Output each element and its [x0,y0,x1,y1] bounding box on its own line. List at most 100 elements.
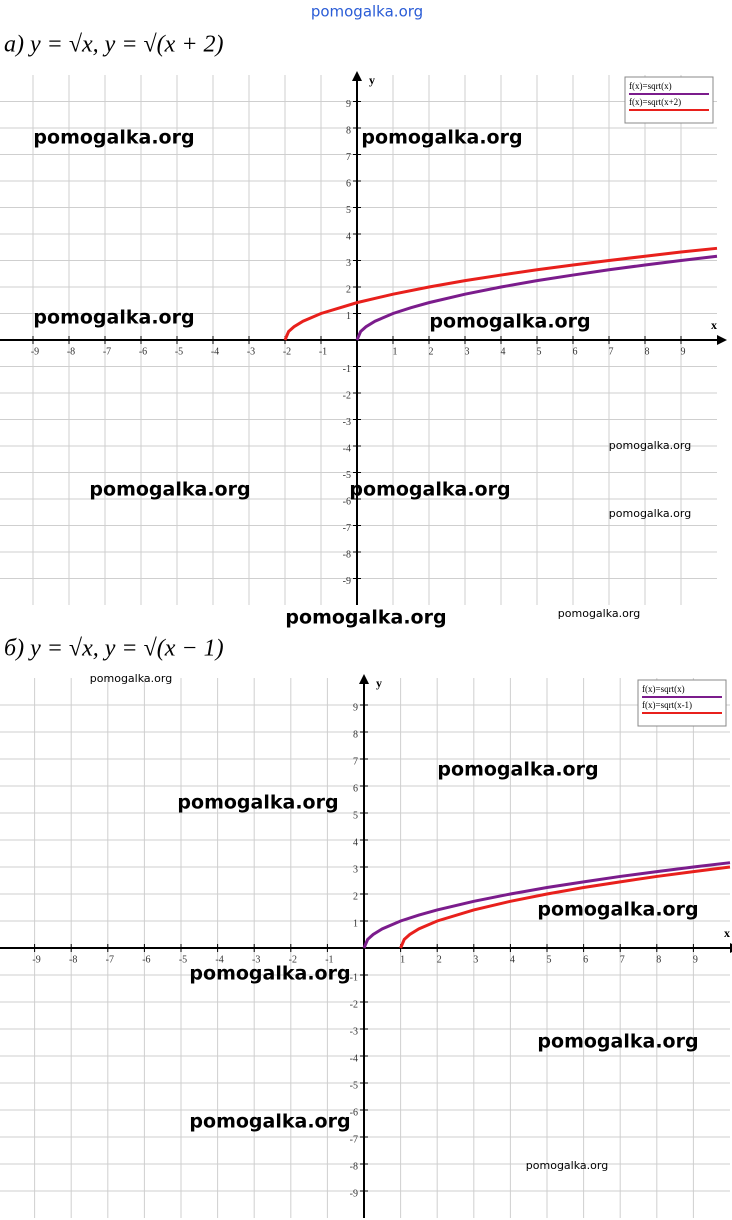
x-tick-label: -6 [142,954,150,965]
y-tick-label: 1 [346,311,351,322]
y-tick-label: 8 [346,125,351,136]
y-tick-label: -9 [350,1188,358,1199]
legend-box [637,679,727,727]
x-tick-label: -3 [247,346,255,357]
x-tick-label: 2 [437,954,442,965]
x-axis-arrow [717,335,727,345]
legend-box [624,76,714,124]
series-line [399,865,731,949]
chart-title: а) y = √x, y = √(x + 2) [4,32,224,58]
watermark: pomogalka.org [189,1111,350,1133]
x-tick-label: 8 [645,346,650,357]
watermark: pomogalka.org [33,127,194,149]
y-tick-label: 4 [346,231,351,242]
x-tick-label: 4 [510,954,515,965]
y-tick-label: -6 [343,496,351,507]
y-tick-label: 3 [346,258,351,269]
y-axis-arrow [352,71,362,81]
x-tick-label: 9 [693,954,698,965]
x-tick-label: -7 [106,954,114,965]
x-tick-label: -5 [175,346,183,357]
y-tick-label: 1 [353,918,358,929]
x-tick-label: 3 [473,954,478,965]
legend-label: f(x)=sqrt(x-1) [642,700,692,710]
x-tick-label: 5 [537,346,542,357]
y-tick-label: 9 [346,99,351,110]
x-tick-label: -2 [289,954,297,965]
y-tick-label: 5 [353,810,358,821]
watermark: pomogalka.org [437,759,598,781]
chart-title: б) y = √x, y = √(x − 1) [4,636,224,662]
watermark: pomogalka.org [285,607,446,629]
x-tick-label: 7 [609,346,614,357]
watermark: pomogalka.org [558,607,640,620]
y-tick-label: -3 [343,417,351,428]
y-tick-label: 4 [353,837,358,848]
x-tick-label: 7 [620,954,625,965]
watermark: pomogalka.org [349,479,510,501]
x-tick-label: -1 [319,346,327,357]
y-tick-label: 2 [353,891,358,902]
y-tick-label: 3 [353,864,358,875]
watermark: pomogalka.org [609,439,691,452]
legend-label: f(x)=sqrt(x+2) [629,97,681,107]
y-tick-label: 5 [346,205,351,216]
legend-label: f(x)=sqrt(x) [629,81,672,91]
y-tick-label: -3 [350,1026,358,1037]
x-tick-label: 1 [400,954,405,965]
y-tick-label: 2 [346,284,351,295]
x-tick-label: -2 [283,346,291,357]
x-tick-label: -1 [325,954,333,965]
watermark: pomogalka.org [89,479,250,501]
y-tick-label: 7 [346,152,351,163]
y-tick-label: 8 [353,729,358,740]
y-tick-label: -5 [350,1080,358,1091]
watermark: pomogalka.org [33,307,194,329]
watermark: pomogalka.org [90,672,172,685]
watermark: pomogalka.org [537,1031,698,1053]
x-tick-label: -4 [211,346,219,357]
y-tick-label: 9 [353,702,358,713]
y-axis-label: y [376,676,382,690]
x-tick-label: 9 [681,346,686,357]
y-tick-label: -5 [343,470,351,481]
x-tick-label: -7 [103,346,111,357]
x-tick-label: 6 [583,954,588,965]
y-tick-label: -8 [343,549,351,560]
x-tick-label: -8 [69,954,77,965]
series-line [362,861,731,949]
y-tick-label: -1 [350,972,358,983]
y-tick-label: -7 [343,523,351,534]
watermark: pomogalka.org [361,127,522,149]
x-tick-label: -3 [252,954,260,965]
legend-label: f(x)=sqrt(x) [642,684,685,694]
y-tick-label: 6 [353,783,358,794]
y-tick-label: -2 [350,999,358,1010]
watermark: pomogalka.org [429,311,590,333]
x-tick-label: 6 [573,346,578,357]
x-tick-label: -9 [32,954,40,965]
x-tick-label: 4 [501,346,506,357]
y-tick-label: -4 [350,1053,358,1064]
watermark: pomogalka.org [189,963,350,985]
y-axis-label: y [369,73,375,87]
watermark: pomogalka.org [526,1159,608,1172]
x-tick-label: 1 [393,346,398,357]
x-tick-label: -5 [179,954,187,965]
y-tick-label: -8 [350,1161,358,1172]
watermark: pomogalka.org [609,507,691,520]
y-tick-label: -7 [350,1134,358,1145]
x-axis-label: x [724,926,730,940]
x-tick-label: -6 [139,346,147,357]
x-tick-label: -9 [31,346,39,357]
y-tick-label: -1 [343,364,351,375]
y-tick-label: 7 [353,756,358,767]
series-line [283,246,718,341]
series-line [355,254,718,341]
x-tick-label: -8 [67,346,75,357]
x-tick-label: 5 [547,954,552,965]
x-axis-label: x [711,318,717,332]
watermark: pomogalka.org [177,792,338,814]
watermark: pomogalka.org [311,3,423,21]
x-tick-label: -4 [215,954,223,965]
